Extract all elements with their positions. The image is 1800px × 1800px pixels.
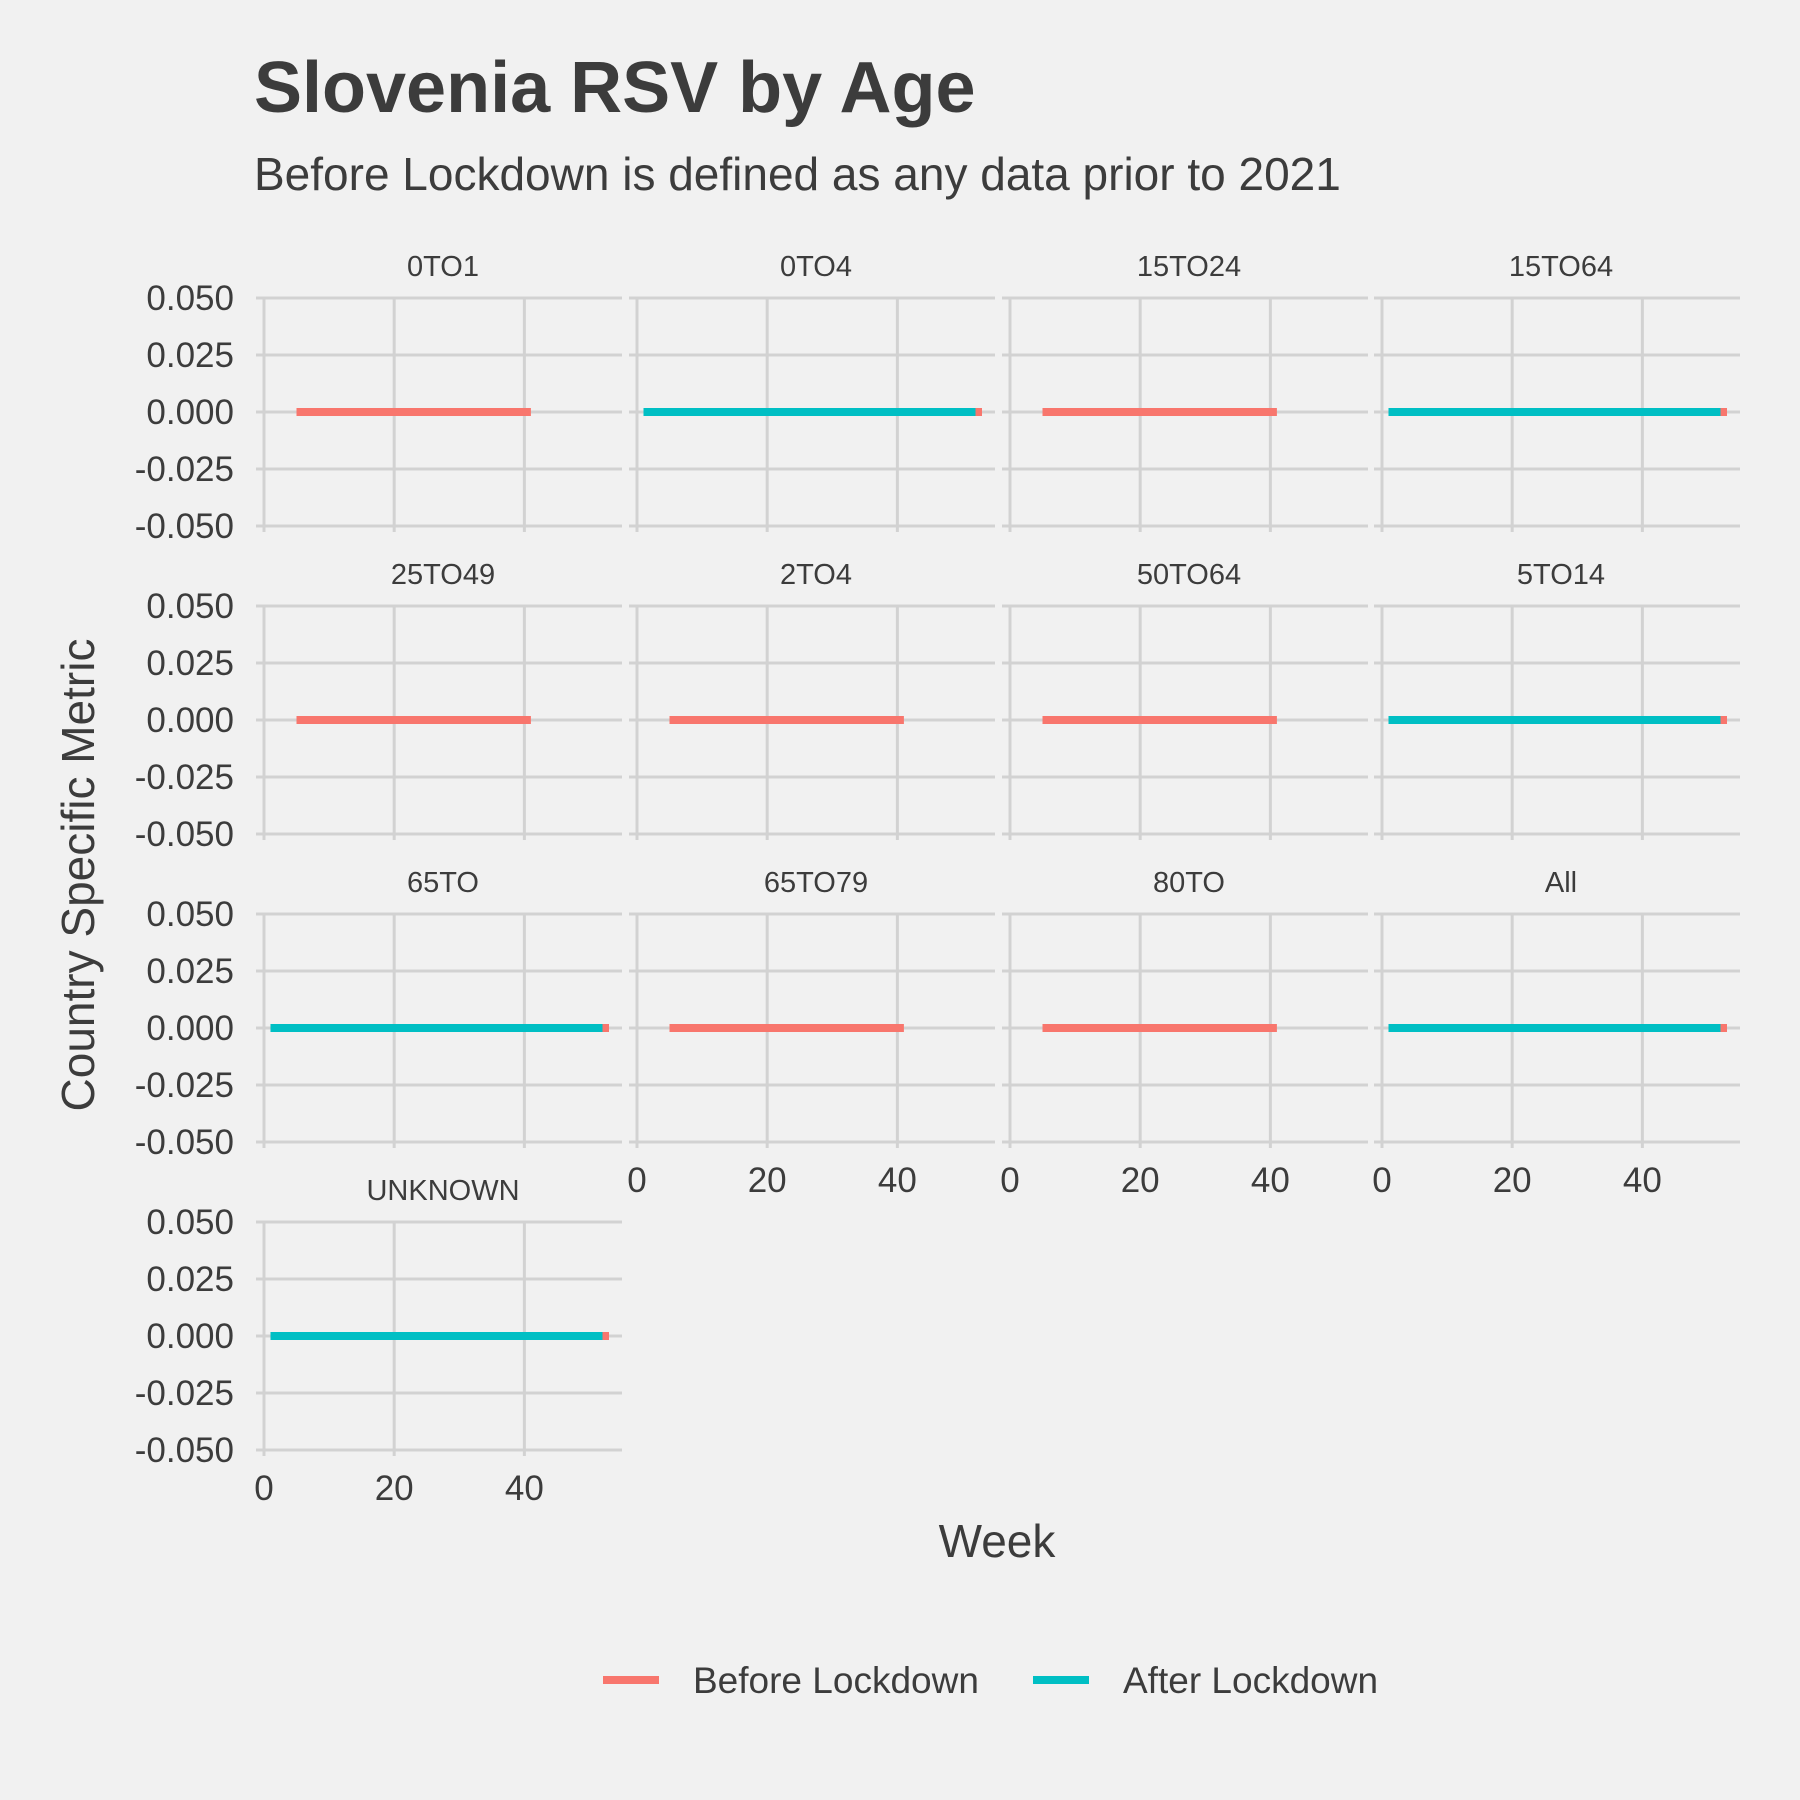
y-tick-label: 0.050 [146, 587, 234, 626]
facet-panel: 0TO1 0.050 0.025 0.000 -0.025 -0.050 [135, 251, 622, 546]
facet-label: 0TO4 [780, 251, 852, 283]
legend-label: After Lockdown [1123, 1660, 1378, 1701]
y-tick-label: 0.050 [146, 279, 234, 318]
y-tick-label: -0.025 [135, 1374, 234, 1413]
x-tick-label: 0 [1372, 1161, 1391, 1200]
facet-label: 65TO [407, 867, 479, 899]
x-tick-label: 0 [254, 1469, 273, 1508]
y-tick-label: 0.000 [146, 701, 234, 740]
y-tick-label: -0.050 [135, 1123, 234, 1162]
y-tick-label: 0.000 [146, 1009, 234, 1048]
x-tick-label: 0 [627, 1161, 646, 1200]
facet-label: 15TO64 [1509, 251, 1613, 283]
y-tick-label: 0.050 [146, 895, 234, 934]
y-tick-label: -0.025 [135, 758, 234, 797]
y-tick-label: -0.050 [135, 815, 234, 854]
x-tick-label: 20 [748, 1161, 787, 1200]
facet-label: 2TO4 [780, 559, 852, 591]
facet-panel: 25TO49 0.050 0.025 0.000 -0.025 -0.050 [135, 559, 622, 854]
facet-panel: 50TO64 [1002, 559, 1368, 840]
facet-panel: 65TO 0.050 0.025 0.000 -0.025 -0.050 [135, 867, 622, 1162]
x-tick-label: 40 [1623, 1161, 1662, 1200]
y-axis-title: Country Specific Metric [52, 639, 104, 1112]
y-tick-label: 0.025 [146, 644, 234, 683]
facet-label: 50TO64 [1137, 559, 1241, 591]
facet-panels: 0TO1 0.050 0.025 0.000 -0.025 -0.050 0TO4 15TO2… [135, 251, 1740, 1508]
y-tick-label: 0.050 [146, 1203, 234, 1242]
facet-label: 0TO1 [407, 251, 479, 283]
x-tick-label: 20 [375, 1469, 414, 1508]
x-axis-title: Week [939, 1515, 1057, 1567]
facet-panel: 0TO4 [629, 251, 995, 532]
y-tick-label: 0.025 [146, 1260, 234, 1299]
facet-panel: UNKNOWN 0.050 0.025 0.000 -0.025 -0.050 0 20 40 [135, 1175, 622, 1508]
facet-label: 25TO49 [391, 559, 495, 591]
x-tick-label: 40 [505, 1469, 544, 1508]
y-tick-label: 0.025 [146, 952, 234, 991]
x-tick-label: 40 [878, 1161, 917, 1200]
facet-label: 15TO24 [1137, 251, 1241, 283]
facet-label: 5TO14 [1517, 559, 1605, 591]
facet-label: UNKNOWN [366, 1175, 519, 1207]
facet-panel: 5TO14 [1374, 559, 1740, 840]
y-tick-label: -0.050 [135, 1431, 234, 1470]
facet-panel: 2TO4 [629, 559, 995, 840]
x-tick-label: 20 [1493, 1161, 1532, 1200]
facet-panel: 15TO64 [1374, 251, 1740, 532]
legend-item: Before Lockdown [603, 1660, 979, 1701]
facet-panel: 80TO 0 20 40 [1000, 867, 1368, 1200]
y-tick-label: 0.025 [146, 336, 234, 375]
y-tick-label: -0.025 [135, 450, 234, 489]
facet-label: 65TO79 [764, 867, 868, 899]
chart-subtitle: Before Lockdown is defined as any data p… [254, 148, 1341, 200]
facet-panel: 65TO79 0 20 40 [627, 867, 995, 1200]
y-tick-label: -0.025 [135, 1066, 234, 1105]
legend-item: After Lockdown [1033, 1660, 1378, 1701]
y-tick-label: 0.000 [146, 393, 234, 432]
chart-title: Slovenia RSV by Age [254, 48, 976, 128]
legend-label: Before Lockdown [693, 1660, 979, 1701]
facet-label: 80TO [1153, 867, 1225, 899]
facet-panel: All 0 20 40 [1372, 867, 1740, 1200]
facet-label: All [1545, 867, 1577, 899]
x-tick-label: 20 [1121, 1161, 1160, 1200]
y-tick-label: 0.000 [146, 1317, 234, 1356]
facet-panel: 15TO24 [1002, 251, 1368, 532]
x-tick-label: 0 [1000, 1161, 1019, 1200]
y-tick-label: -0.050 [135, 507, 234, 546]
legend: Before Lockdown After Lockdown [603, 1660, 1378, 1701]
x-tick-label: 40 [1251, 1161, 1290, 1200]
